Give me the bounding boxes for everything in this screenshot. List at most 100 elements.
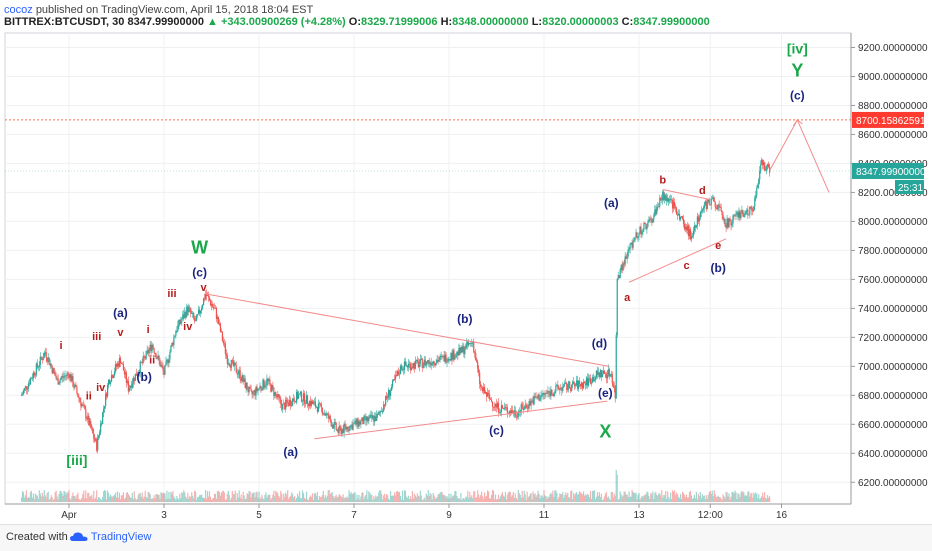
candle-body bbox=[463, 346, 465, 355]
volume-bar bbox=[110, 496, 113, 502]
candle-body bbox=[562, 386, 564, 391]
candle-body bbox=[181, 319, 183, 322]
wave-label: (a) bbox=[113, 306, 128, 320]
volume-bar bbox=[448, 493, 450, 502]
volume-bar bbox=[465, 497, 467, 502]
candle-body bbox=[594, 377, 597, 381]
volume-bar bbox=[260, 497, 262, 502]
candle-body bbox=[38, 365, 40, 367]
volume-bar bbox=[427, 490, 429, 502]
price-chart[interactable]: 9200.000000009000.000000008800.000000008… bbox=[0, 0, 932, 524]
volume-bar bbox=[632, 491, 634, 502]
last-price-label: 8347.99900000 bbox=[856, 167, 926, 178]
candle-body bbox=[47, 357, 49, 362]
volume-bar bbox=[701, 494, 703, 502]
y-tick-label: 9200.00000000 bbox=[858, 43, 928, 54]
candle-body bbox=[397, 371, 400, 374]
volume-bar bbox=[34, 493, 36, 502]
volume-bar bbox=[170, 491, 172, 502]
volume-bar bbox=[764, 492, 766, 502]
candle-body bbox=[266, 378, 268, 385]
volume-bar bbox=[425, 493, 427, 502]
volume-bar bbox=[666, 498, 668, 502]
candle-body bbox=[167, 359, 169, 364]
candle-body bbox=[558, 388, 560, 390]
volume-bar bbox=[41, 492, 43, 502]
volume-bar bbox=[296, 493, 299, 502]
candle-body bbox=[193, 313, 195, 318]
volume-bar bbox=[295, 499, 297, 502]
candle-body bbox=[458, 347, 460, 356]
volume-bar bbox=[155, 494, 157, 502]
volume-bar bbox=[504, 492, 507, 502]
volume-bar bbox=[453, 495, 455, 502]
candle-body bbox=[643, 223, 645, 230]
volume-bar bbox=[391, 496, 393, 502]
candle-body bbox=[246, 383, 248, 391]
candle-body bbox=[394, 375, 397, 380]
volume-bar bbox=[28, 497, 31, 502]
open-label: O: bbox=[348, 16, 362, 28]
candle-body bbox=[354, 420, 356, 423]
volume-bar bbox=[296, 497, 298, 502]
volume-bar bbox=[51, 497, 53, 502]
candle-body bbox=[513, 410, 515, 414]
candle-body bbox=[462, 346, 464, 352]
author-name[interactable]: cocoz bbox=[4, 4, 33, 16]
candle-body bbox=[747, 209, 749, 216]
volume-bar bbox=[615, 469, 617, 502]
candle-body bbox=[307, 403, 310, 407]
candle-body bbox=[445, 354, 447, 363]
wave-label: (b) bbox=[137, 370, 152, 384]
candle-body bbox=[448, 359, 450, 360]
volume-bar bbox=[702, 496, 704, 502]
volume-bar bbox=[350, 491, 352, 502]
volume-bar bbox=[305, 491, 308, 502]
volume-bar bbox=[614, 495, 616, 502]
volume-bar bbox=[261, 494, 263, 502]
candle-body bbox=[319, 403, 321, 405]
tradingview-logo[interactable]: TradingView bbox=[70, 531, 151, 543]
candle-body bbox=[554, 391, 556, 394]
volume-bar bbox=[258, 491, 260, 502]
candle-body bbox=[634, 237, 636, 241]
volume-bar bbox=[434, 497, 436, 502]
candle-body bbox=[631, 243, 633, 248]
candle-body bbox=[175, 331, 177, 336]
volume-bar bbox=[156, 493, 158, 502]
candle-body bbox=[404, 361, 407, 366]
volume-bar bbox=[331, 491, 333, 502]
candle-body bbox=[504, 407, 507, 409]
volume-bar bbox=[744, 495, 746, 502]
candle-body bbox=[768, 164, 770, 168]
volume-bar bbox=[105, 490, 107, 502]
candle-body bbox=[127, 380, 129, 392]
volume-bar bbox=[691, 498, 694, 502]
candle-body bbox=[560, 387, 562, 389]
volume-bar bbox=[284, 497, 286, 502]
candle-body bbox=[630, 243, 632, 245]
wave-label: ii bbox=[86, 391, 92, 403]
candle-body bbox=[310, 400, 313, 406]
volume-bar bbox=[563, 498, 565, 502]
created-with-text: Created with bbox=[6, 531, 68, 543]
candle-body bbox=[386, 395, 388, 399]
candle-body bbox=[299, 391, 302, 394]
candle-body bbox=[23, 388, 26, 391]
candle-body bbox=[605, 373, 607, 379]
volume-bar bbox=[626, 494, 628, 502]
y-tick-label: 8800.00000000 bbox=[858, 101, 928, 112]
volume-bar bbox=[650, 492, 652, 502]
volume-bar bbox=[705, 495, 707, 502]
volume-bar bbox=[405, 496, 408, 502]
candle-body bbox=[22, 390, 25, 395]
volume-bar bbox=[200, 495, 202, 502]
candle-body bbox=[759, 170, 761, 180]
volume-bar bbox=[229, 499, 231, 502]
candle-body bbox=[408, 363, 411, 365]
volume-bar bbox=[536, 495, 538, 502]
volume-bar bbox=[360, 496, 362, 502]
candle-body bbox=[158, 355, 160, 361]
volume-bar bbox=[357, 498, 359, 502]
volume-bar bbox=[617, 499, 619, 502]
